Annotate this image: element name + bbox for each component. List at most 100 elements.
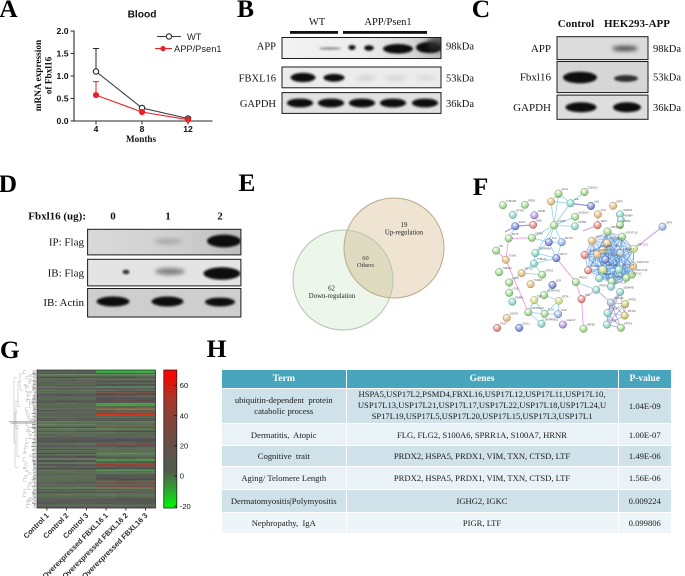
svg-text:HB: HB — [499, 245, 503, 248]
svg-text:USP17L28: USP17L28 — [635, 269, 648, 272]
svg-text:PEBP1: PEBP1 — [516, 296, 525, 299]
svg-text:SERPINB12: SERPINB12 — [545, 318, 559, 321]
svg-text:FBXL16: FBXL16 — [239, 74, 276, 85]
svg-text:2: 2 — [217, 211, 223, 223]
svg-text:AZGP1: AZGP1 — [510, 313, 519, 316]
svg-text:USP17L29: USP17L29 — [606, 264, 619, 267]
svg-text:1.5: 1.5 — [57, 49, 69, 59]
svg-text:USP17L18: USP17L18 — [625, 231, 638, 234]
svg-text:APP: APP — [257, 42, 276, 53]
svg-text:SERPING1: SERPING1 — [547, 290, 560, 293]
svg-text:CSTA: CSTA — [554, 196, 561, 199]
svg-text:S100B: S100B — [538, 210, 546, 213]
svg-text:Fbxl16 (ug):: Fbxl16 (ug): — [28, 211, 86, 223]
svg-text:LCN2: LCN2 — [512, 288, 519, 291]
svg-text:0: 0 — [110, 211, 116, 223]
svg-text:SERPINB3: SERPINB3 — [539, 248, 552, 251]
svg-text:APP/Psen1: APP/Psen1 — [174, 44, 222, 54]
svg-text:20: 20 — [180, 442, 188, 451]
svg-text:USP17L7: USP17L7 — [624, 248, 635, 251]
svg-text:LGALS7: LGALS7 — [566, 319, 576, 322]
svg-text:APP/Psen1: APP/Psen1 — [364, 17, 411, 28]
svg-text:USP17L30: USP17L30 — [606, 245, 619, 248]
svg-text:USP17L22: USP17L22 — [611, 226, 624, 229]
svg-text:1: 1 — [165, 211, 171, 223]
svg-text:19: 19 — [401, 222, 408, 229]
svg-text:KRT10: KRT10 — [628, 310, 636, 313]
svg-text:USP17L15: USP17L15 — [591, 265, 604, 268]
svg-text:HSPB1: HSPB1 — [587, 323, 596, 326]
svg-text:4: 4 — [94, 124, 99, 134]
svg-text:KRT34: KRT34 — [624, 322, 632, 325]
svg-text:SNCA: SNCA — [519, 221, 526, 224]
svg-text:USP17L10: USP17L10 — [615, 276, 628, 279]
svg-text:KRT16: KRT16 — [545, 269, 553, 272]
svg-text:of Fbxl16: of Fbxl16 — [45, 56, 55, 94]
svg-text:GAPDH: GAPDH — [240, 99, 277, 110]
svg-text:-20: -20 — [180, 502, 191, 511]
svg-text:12: 12 — [183, 124, 193, 134]
svg-text:KRT33A: KRT33A — [614, 297, 624, 300]
svg-text:PIP: PIP — [537, 295, 541, 298]
svg-text:60: 60 — [362, 255, 368, 262]
svg-text:USP17L3: USP17L3 — [600, 249, 611, 252]
svg-text:98kDa: 98kDa — [446, 42, 474, 53]
svg-text:KRT5: KRT5 — [512, 233, 519, 236]
svg-text:IP: Flag: IP: Flag — [49, 237, 85, 249]
svg-text:DSP: DSP — [561, 309, 566, 312]
svg-text:USP17L20: USP17L20 — [602, 273, 615, 276]
svg-text:S100A14: S100A14 — [578, 211, 589, 214]
svg-text:PRDX2: PRDX2 — [579, 277, 588, 280]
svg-text:KRT81: KRT81 — [628, 299, 636, 302]
svg-text:KRT6A: KRT6A — [535, 232, 543, 235]
svg-text:TUBA4A: TUBA4A — [537, 258, 547, 261]
svg-text:0.5: 0.5 — [57, 94, 69, 104]
svg-text:USP1: USP1 — [666, 221, 673, 224]
svg-text:62: 62 — [328, 286, 335, 293]
svg-text:60: 60 — [180, 381, 188, 390]
svg-text:IB: Flag: IB: Flag — [48, 268, 85, 280]
svg-text:PSMD: PSMD — [623, 220, 630, 223]
svg-text:53kDa: 53kDa — [446, 74, 474, 85]
svg-text:FLG2: FLG2 — [562, 188, 569, 191]
svg-text:S100A11: S100A11 — [588, 187, 599, 190]
svg-text:Others: Others — [357, 262, 375, 269]
svg-text:USP17L12: USP17L12 — [630, 273, 643, 276]
svg-text:FLG: FLG — [552, 237, 557, 240]
svg-text:USP17L5: USP17L5 — [588, 250, 599, 253]
svg-text:KRT6B: KRT6B — [578, 221, 586, 224]
svg-text:KRT1: KRT1 — [611, 308, 618, 311]
svg-text:USP17L19: USP17L19 — [614, 281, 627, 284]
svg-text:SLPI: SLPI — [556, 280, 562, 283]
svg-text:PRDX1: PRDX1 — [600, 284, 609, 287]
svg-text:SEMA4B: SEMA4B — [623, 287, 633, 290]
svg-text:USP17L2: USP17L2 — [637, 243, 648, 246]
svg-text:8: 8 — [140, 124, 145, 134]
svg-text:KRT85: KRT85 — [516, 210, 524, 213]
svg-text:IB: Actin: IB: Actin — [43, 297, 84, 309]
svg-text:PLG: PLG — [601, 209, 606, 212]
svg-text:LCE3D: LCE3D — [557, 220, 565, 223]
svg-text:36kDa: 36kDa — [653, 103, 681, 114]
svg-text:98kDa: 98kDa — [653, 44, 681, 55]
svg-text:USP17L26: USP17L26 — [637, 261, 650, 264]
svg-text:HEK293-APP: HEK293-APP — [604, 18, 670, 30]
svg-text:KRT15: KRT15 — [525, 268, 533, 271]
svg-text:Fbxl16: Fbxl16 — [520, 72, 552, 84]
svg-text:WT: WT — [309, 17, 326, 28]
svg-text:HBB: HBB — [536, 219, 541, 222]
svg-text:APP: APP — [531, 43, 551, 55]
svg-text:PIGR: PIGR — [500, 323, 506, 326]
svg-text:40: 40 — [180, 411, 188, 420]
svg-text:USP17L1: USP17L1 — [609, 254, 620, 257]
svg-text:KLK11: KLK11 — [522, 323, 530, 326]
svg-text:ALB: ALB — [594, 201, 599, 204]
svg-text:36kDa: 36kDa — [446, 99, 474, 110]
svg-text:KRT14: KRT14 — [565, 237, 573, 240]
svg-text:GAPDH: GAPDH — [513, 102, 551, 114]
svg-text:mRNA expression: mRNA expression — [34, 39, 44, 111]
svg-text:USP17L24: USP17L24 — [610, 238, 623, 241]
svg-text:0: 0 — [180, 472, 184, 481]
svg-text:LCE: LCE — [574, 198, 579, 201]
svg-text:CRISPLD2: CRISPLD2 — [532, 307, 545, 310]
